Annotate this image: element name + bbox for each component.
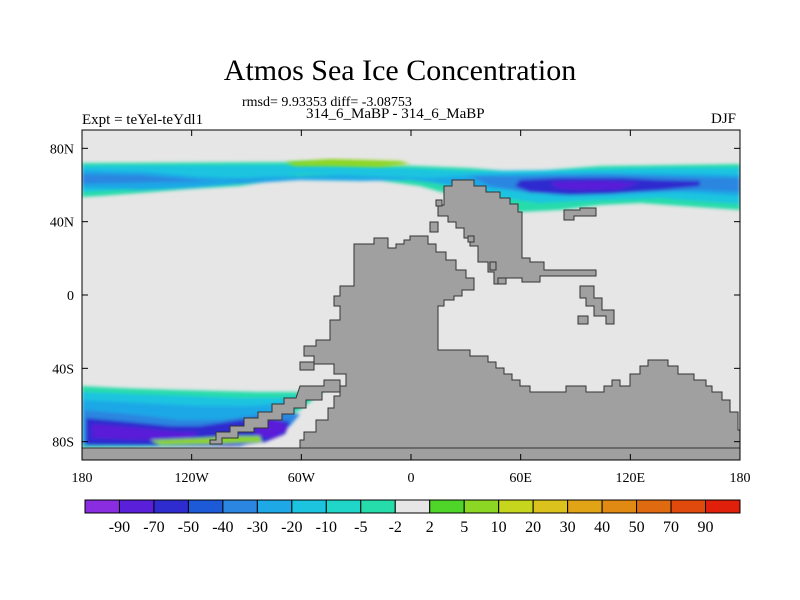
arctic-positive-strip <box>285 159 410 167</box>
colorbar-label: 5 <box>460 519 468 536</box>
colorbar-label: -70 <box>143 519 164 536</box>
experiment-label: Expt = teYel-teYdl1 <box>82 112 204 128</box>
island-north-b <box>435 199 443 207</box>
y-tick-label: 40S <box>52 362 74 377</box>
y-tick-label: 0 <box>67 289 74 304</box>
island-east-b <box>577 315 589 325</box>
x-tick-label: 120W <box>175 471 210 486</box>
colorbar-swatch <box>532 499 569 514</box>
colorbar-swatch <box>705 499 741 514</box>
colorbar-label: -5 <box>354 519 367 536</box>
colorbar-swatch <box>429 499 465 514</box>
island-north-a <box>429 221 439 233</box>
x-tick-label: 180 <box>730 471 751 486</box>
land-masses <box>82 179 740 460</box>
colorbar-label: -40 <box>212 519 233 536</box>
northern-sea-ice-field <box>82 162 740 212</box>
colorbar-swatch <box>567 499 603 514</box>
colorbar-label: -90 <box>109 519 130 536</box>
colorbar-label: 20 <box>525 519 541 536</box>
x-tick-label: 60W <box>288 471 316 486</box>
colorbar-label: -50 <box>178 519 199 536</box>
colorbar-label: -10 <box>316 519 337 536</box>
southern-sea-ice-field <box>82 386 330 448</box>
colorbar-swatch <box>601 499 638 514</box>
colorbar-swatch <box>394 499 431 514</box>
colorbar-swatch <box>670 499 707 514</box>
x-tick-label: 0 <box>408 471 415 486</box>
x-tick-label: 60E <box>509 471 532 486</box>
island-east-a <box>579 285 615 325</box>
colorbar-label: 30 <box>560 519 576 536</box>
landmass-southwest-arm <box>209 379 341 445</box>
season-label: DJF <box>711 111 737 127</box>
colorbar-swatch <box>636 499 672 514</box>
x-tick-label: 120E <box>616 471 646 486</box>
x-tick-label: 180 <box>72 471 93 486</box>
colorbar-swatch <box>256 499 293 514</box>
colorbar-swatch <box>360 499 396 514</box>
colorbar-label: 90 <box>698 519 714 536</box>
colorbar-swatch <box>84 499 120 514</box>
chart-subtitle: 314_6_MaBP - 314_6_MaBP <box>306 106 485 122</box>
axes: 180 120W 60W 0 60E 120E 180 80N 40N 0 40S 80S <box>50 130 751 486</box>
y-tick-label: 80N <box>50 142 74 157</box>
y-tick-label: 40N <box>50 216 74 231</box>
stats-label: rmsd= 9.93353 diff= -3.08753 <box>242 95 412 110</box>
island-north-c <box>489 261 497 271</box>
landmass-laurasia <box>437 179 597 285</box>
colorbar: -90 -70 -50 -40 -30 -20 -10 -5 -2 2 5 10 20 30 40 50 70 9… <box>84 499 741 536</box>
south-band-deep <box>92 420 288 440</box>
colorbar-swatch <box>498 499 534 514</box>
colorbar-swatch <box>222 499 258 514</box>
colorbar-label: -30 <box>247 519 268 536</box>
island-north-d <box>497 277 507 285</box>
colorbar-label: 2 <box>426 519 434 536</box>
colorbar-label: 40 <box>594 519 610 536</box>
chart-title: Atmos Sea Ice Concentration <box>223 54 577 87</box>
colorbar-swatch <box>325 499 362 514</box>
island-south-arm-tip <box>299 361 315 371</box>
colorbar-label: -2 <box>389 519 402 536</box>
island-north-east <box>563 207 597 221</box>
north-band-deep <box>550 181 640 190</box>
colorbar-swatch <box>187 499 224 514</box>
colorbar-swatch <box>118 499 155 514</box>
colorbar-swatch <box>153 499 189 514</box>
colorbar-label: 50 <box>629 519 645 536</box>
colorbar-label: -20 <box>281 519 302 536</box>
y-tick-label: 80S <box>52 436 74 451</box>
colorbar-swatch <box>291 499 327 514</box>
colorbar-label: 10 <box>491 519 507 536</box>
island-north-e <box>467 235 475 243</box>
colorbar-swatch <box>463 499 500 514</box>
colorbar-label: 70 <box>663 519 679 536</box>
landmass-pangea <box>299 235 740 449</box>
